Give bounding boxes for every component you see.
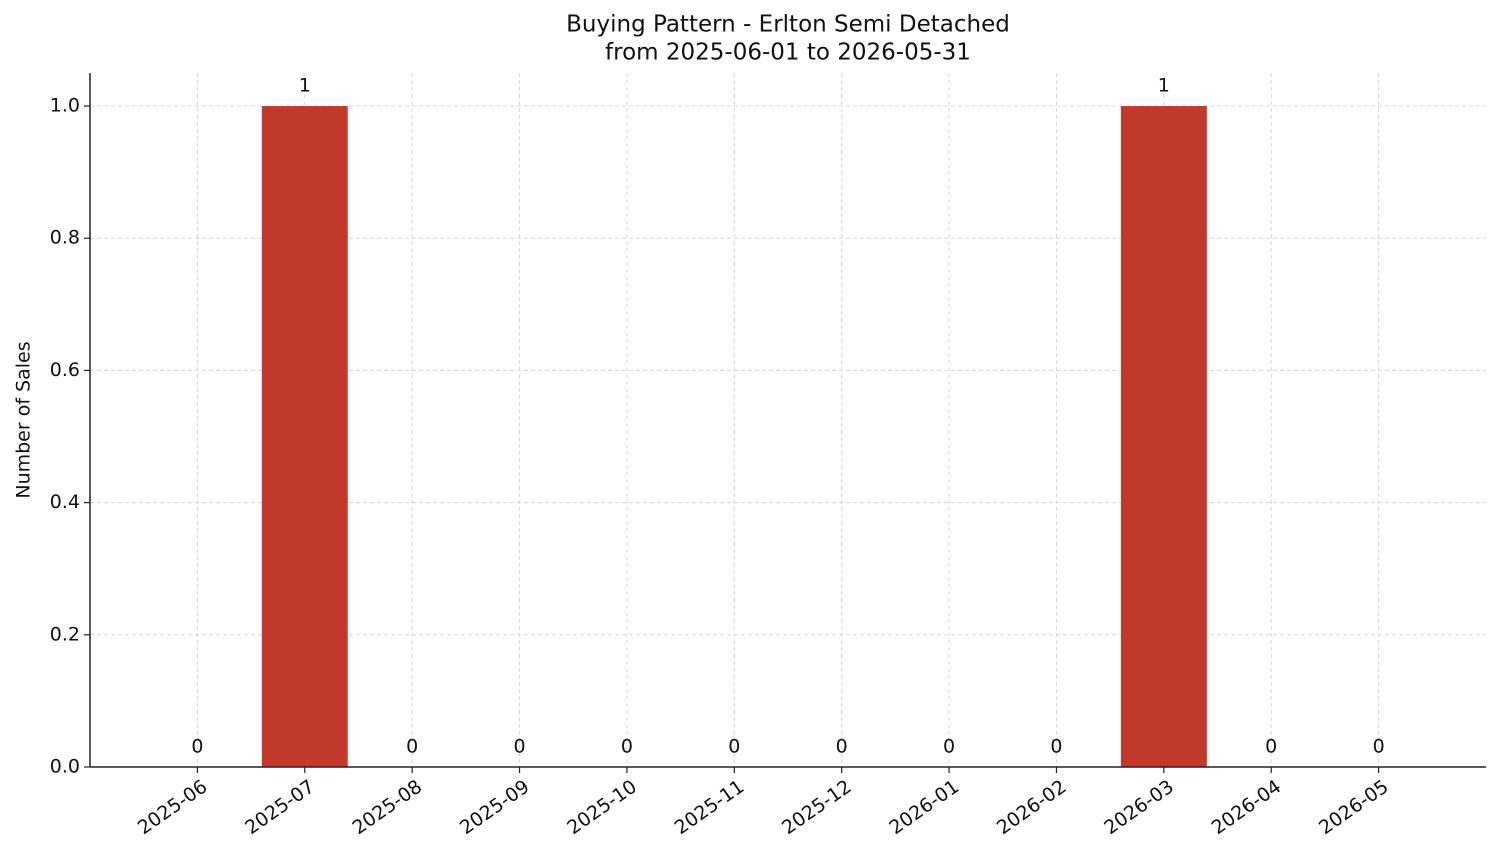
value-label: 1 — [1158, 75, 1170, 97]
value-label: 0 — [728, 736, 740, 758]
x-tick-label: 2026-04 — [1208, 776, 1286, 840]
value-label: 0 — [406, 736, 418, 758]
bar — [1120, 106, 1207, 768]
y-axis-label: Number of Sales — [13, 341, 35, 498]
value-label: 0 — [943, 736, 955, 758]
value-label: 0 — [513, 736, 525, 758]
value-label: 1 — [299, 75, 311, 97]
x-tick-label: 2025-08 — [349, 776, 427, 840]
value-label: 0 — [1265, 736, 1277, 758]
x-tick-label: 2026-02 — [993, 776, 1071, 840]
y-tick-label: 0.8 — [50, 227, 80, 249]
y-tick-label: 0.4 — [50, 491, 80, 513]
x-tick-label: 2026-03 — [1100, 776, 1178, 840]
value-label: 0 — [1373, 736, 1385, 758]
x-tick-label: 2025-09 — [456, 776, 534, 840]
x-tick-label: 2026-05 — [1315, 776, 1393, 840]
y-tick-label: 0.2 — [50, 623, 80, 645]
y-tick-label: 0.0 — [50, 756, 80, 778]
x-tick-label: 2025-11 — [671, 776, 749, 840]
x-tick-label: 2025-12 — [778, 776, 856, 840]
x-tick-label: 2025-06 — [134, 776, 212, 840]
value-label: 0 — [1050, 736, 1062, 758]
bar — [261, 106, 348, 768]
x-tick-label: 2026-01 — [885, 776, 963, 840]
x-tick-label: 2025-10 — [563, 776, 641, 840]
chart-title: Buying Pattern - Erlton Semi Detached — [566, 12, 1010, 38]
value-label: 0 — [836, 736, 848, 758]
chart-subtitle: from 2025-06-01 to 2026-05-31 — [605, 40, 971, 66]
y-tick-label: 0.6 — [50, 359, 80, 381]
x-tick-label: 2025-07 — [241, 776, 319, 840]
y-tick-label: 1.0 — [50, 95, 80, 117]
value-label: 0 — [621, 736, 633, 758]
value-label: 0 — [191, 736, 203, 758]
